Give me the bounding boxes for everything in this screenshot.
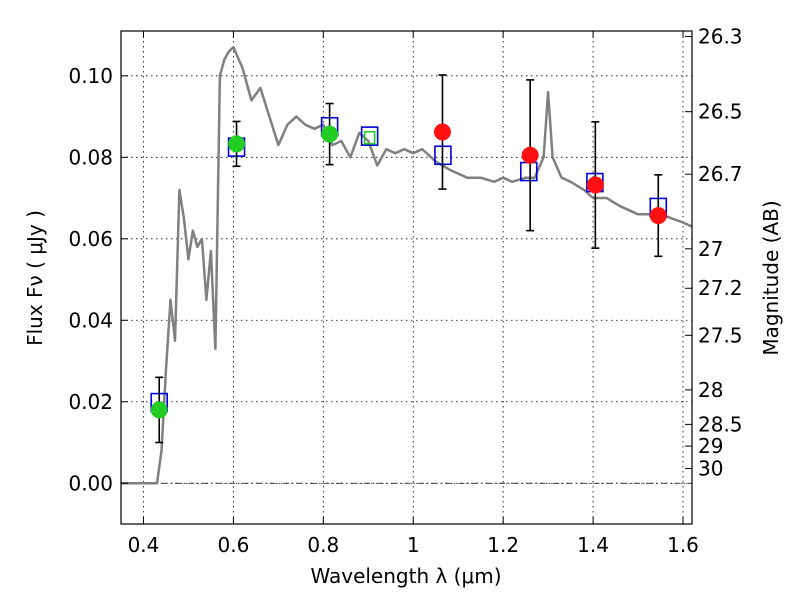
mag-tick-label: 27 xyxy=(698,237,723,261)
z-band-green-square xyxy=(363,130,376,145)
markers-layer xyxy=(150,74,668,444)
mag-tick-label: 28.5 xyxy=(698,412,743,436)
model-photometry-square xyxy=(360,126,379,146)
grid-lines xyxy=(121,31,692,524)
observed-red-point xyxy=(649,207,667,225)
x-tick-label: 1.2 xyxy=(487,533,519,557)
observed-green-point xyxy=(228,135,246,153)
mag-tick-label: 29 xyxy=(698,434,723,458)
mag-tick-label: 30 xyxy=(698,456,723,480)
mag-tick-label: 28 xyxy=(698,378,723,402)
observed-green-point xyxy=(150,401,168,419)
observed-red-point xyxy=(433,123,451,141)
y-tick-label: 0.06 xyxy=(68,227,113,251)
plot-frame xyxy=(120,30,693,525)
y-tick-label: 0.10 xyxy=(68,64,113,88)
y-axis-right-label: Magnitude (AB) xyxy=(759,200,783,355)
observed-red-point xyxy=(521,146,539,164)
x-tick-label: 0.4 xyxy=(128,533,160,557)
model-sed-line xyxy=(121,46,693,485)
mag-tick-label: 27.5 xyxy=(698,323,743,347)
x-axis-label: Wavelength λ (μm) xyxy=(310,564,501,588)
mag-tick-label: 26.3 xyxy=(698,25,743,49)
x-tick-label: 1.4 xyxy=(577,533,609,557)
ticks-layer: 0.4 0.6 0.8 1 1.2 1.4 1.6 0.00 0.02 0.04 0.06 0.08 0… xyxy=(68,25,742,557)
y-tick-label: 0.02 xyxy=(68,390,113,414)
x-tick-label: 1 xyxy=(407,533,420,557)
mag-tick-label: 26.7 xyxy=(698,162,743,186)
observed-green-point xyxy=(321,125,339,143)
y-tick-label: 0.04 xyxy=(68,308,113,332)
x-tick-label: 1.6 xyxy=(667,533,699,557)
observed-red-point xyxy=(586,176,604,194)
mag-tick-label: 26.5 xyxy=(698,100,743,124)
mag-tick-label: 27.2 xyxy=(698,276,743,300)
y-tick-label: 0.08 xyxy=(68,145,113,169)
x-tick-label: 0.8 xyxy=(307,533,339,557)
model-sed-layer xyxy=(121,46,693,485)
y-axis-label: Flux Fν ( μJy ) xyxy=(23,210,47,346)
x-tick-label: 0.6 xyxy=(217,533,249,557)
y-tick-label: 0.00 xyxy=(68,471,113,495)
